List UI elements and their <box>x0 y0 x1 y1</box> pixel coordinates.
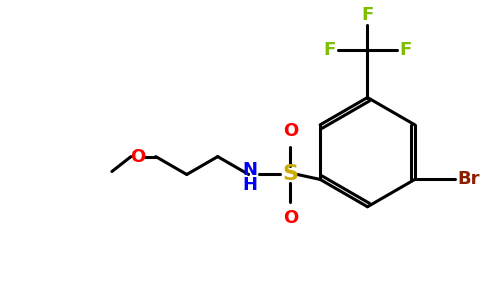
Text: O: O <box>130 148 146 166</box>
Text: F: F <box>323 41 336 59</box>
Text: F: F <box>362 6 374 24</box>
Text: F: F <box>399 41 411 59</box>
Text: S: S <box>282 164 298 184</box>
Text: Br: Br <box>457 170 480 188</box>
Text: O: O <box>283 122 298 140</box>
Text: O: O <box>283 209 298 227</box>
Text: N: N <box>242 160 257 178</box>
Text: H: H <box>242 176 257 194</box>
